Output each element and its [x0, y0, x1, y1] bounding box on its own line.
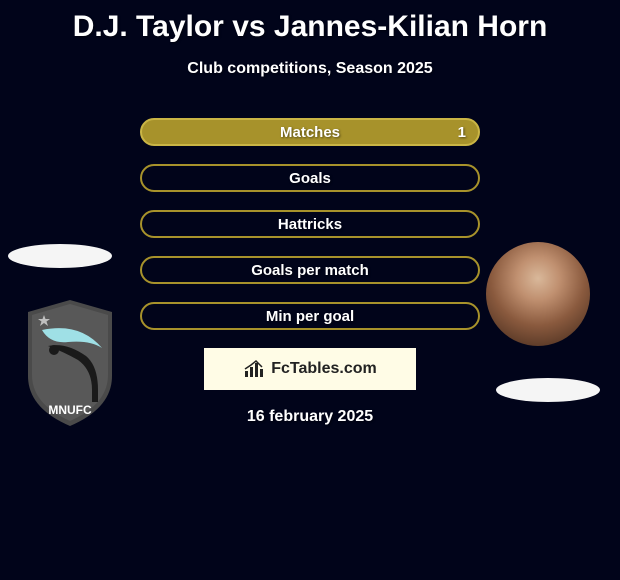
stat-bar-goals: Goals: [140, 164, 480, 192]
stat-label: Matches: [280, 124, 340, 141]
page-title: D.J. Taylor vs Jannes-Kilian Horn: [0, 0, 620, 44]
bar-chart-icon: [243, 359, 267, 379]
left-team-logo: MNUFC: [20, 298, 120, 428]
stat-bar-min-per-goal: Min per goal: [140, 302, 480, 330]
stat-label: Hattricks: [278, 216, 342, 233]
brand-bar: FcTables.com: [204, 348, 416, 390]
comparison-panel: MNUFC Matches 1 Goals Hattricks Goals pe…: [0, 118, 620, 426]
stat-label: Min per goal: [266, 308, 354, 325]
right-player-photo: [486, 242, 590, 346]
stat-label: Goals: [289, 170, 331, 187]
stat-bar-goals-per-match: Goals per match: [140, 256, 480, 284]
mnufc-logo-icon: MNUFC: [20, 298, 120, 428]
stat-value-right: 1: [458, 124, 466, 141]
stat-bar-hattricks: Hattricks: [140, 210, 480, 238]
right-player-ellipse: [496, 378, 600, 402]
stat-bars: Matches 1 Goals Hattricks Goals per matc…: [140, 118, 480, 330]
subtitle: Club competitions, Season 2025: [0, 60, 620, 78]
brand-text: FcTables.com: [271, 360, 377, 378]
stat-bar-matches: Matches 1: [140, 118, 480, 146]
team-code: MNUFC: [48, 403, 92, 417]
stat-label: Goals per match: [251, 262, 369, 279]
left-player-ellipse: [8, 244, 112, 268]
